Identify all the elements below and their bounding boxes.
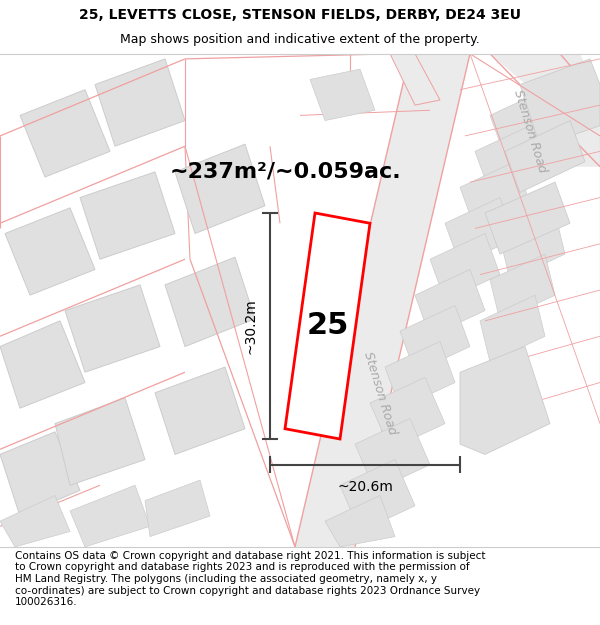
Polygon shape — [460, 162, 530, 228]
Polygon shape — [460, 346, 550, 454]
Polygon shape — [145, 480, 210, 537]
Polygon shape — [325, 496, 395, 547]
Polygon shape — [475, 126, 545, 192]
Polygon shape — [55, 398, 145, 485]
Text: Stenson Road: Stenson Road — [361, 350, 399, 436]
Polygon shape — [340, 459, 415, 531]
Polygon shape — [65, 285, 160, 372]
Polygon shape — [295, 54, 470, 547]
Polygon shape — [175, 144, 265, 234]
Polygon shape — [385, 341, 455, 408]
Text: ~237m²/~0.059ac.: ~237m²/~0.059ac. — [170, 162, 401, 182]
Polygon shape — [520, 59, 600, 146]
Text: Contains OS data © Crown copyright and database right 2021. This information is : Contains OS data © Crown copyright and d… — [15, 551, 485, 607]
Polygon shape — [500, 213, 565, 280]
Polygon shape — [0, 321, 85, 408]
Polygon shape — [390, 54, 440, 105]
Polygon shape — [445, 198, 515, 264]
Polygon shape — [415, 269, 485, 336]
Polygon shape — [0, 496, 70, 547]
Text: Map shows position and indicative extent of the property.: Map shows position and indicative extent… — [120, 32, 480, 46]
Polygon shape — [70, 485, 150, 547]
Polygon shape — [0, 432, 80, 516]
Polygon shape — [490, 90, 560, 156]
Polygon shape — [20, 90, 110, 177]
Polygon shape — [355, 419, 430, 491]
Polygon shape — [490, 54, 600, 167]
Polygon shape — [490, 254, 555, 321]
Polygon shape — [400, 306, 470, 372]
Polygon shape — [155, 367, 245, 454]
Text: 25: 25 — [307, 311, 349, 341]
Polygon shape — [505, 121, 585, 192]
Polygon shape — [5, 208, 95, 295]
Polygon shape — [95, 59, 185, 146]
Polygon shape — [430, 234, 500, 300]
Polygon shape — [480, 295, 545, 362]
Polygon shape — [310, 69, 375, 121]
Polygon shape — [370, 378, 445, 449]
Text: ~20.6m: ~20.6m — [337, 480, 393, 494]
Polygon shape — [485, 182, 570, 254]
Text: ~30.2m: ~30.2m — [244, 298, 258, 354]
Text: 25, LEVETTS CLOSE, STENSON FIELDS, DERBY, DE24 3EU: 25, LEVETTS CLOSE, STENSON FIELDS, DERBY… — [79, 8, 521, 21]
Polygon shape — [80, 172, 175, 259]
Polygon shape — [165, 257, 255, 346]
Polygon shape — [285, 213, 370, 439]
Text: Stenson Road: Stenson Road — [511, 88, 549, 174]
